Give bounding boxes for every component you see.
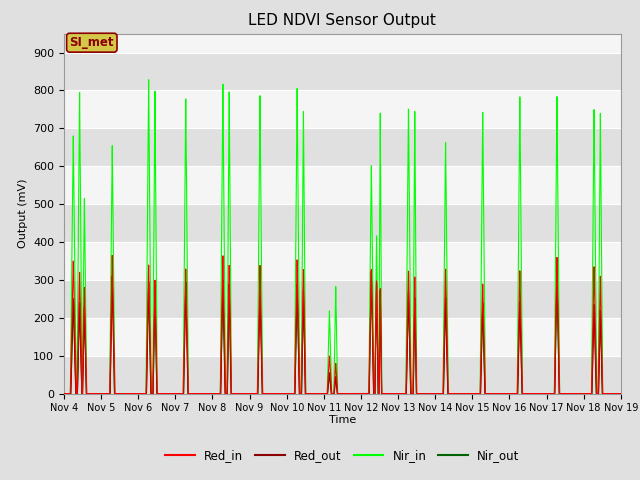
Text: SI_met: SI_met bbox=[70, 36, 114, 49]
Nir_out bbox=[617, 391, 625, 396]
Line: Red_out: Red_out bbox=[64, 269, 621, 394]
Red_in bbox=[609, 391, 617, 396]
Nir_out bbox=[310, 391, 318, 396]
Red_out bbox=[609, 391, 617, 396]
Nir_out bbox=[559, 391, 567, 396]
Red_out bbox=[310, 391, 318, 396]
Red_out bbox=[617, 391, 625, 396]
Line: Nir_out: Nir_out bbox=[64, 269, 621, 394]
Nir_in bbox=[60, 391, 68, 396]
Bar bbox=[64, 204, 621, 242]
Title: LED NDVI Sensor Output: LED NDVI Sensor Output bbox=[248, 13, 436, 28]
Nir_in bbox=[544, 391, 552, 396]
Red_out bbox=[553, 266, 561, 272]
Line: Red_in: Red_in bbox=[64, 255, 621, 394]
Nir_out bbox=[609, 391, 617, 396]
Nir_in bbox=[617, 391, 625, 396]
Nir_out bbox=[544, 391, 552, 396]
Bar bbox=[64, 52, 621, 90]
Bar bbox=[64, 280, 621, 318]
Nir_out bbox=[60, 391, 68, 396]
Red_in bbox=[415, 391, 423, 396]
Red_in bbox=[310, 391, 318, 396]
Legend: Red_in, Red_out, Nir_in, Nir_out: Red_in, Red_out, Nir_in, Nir_out bbox=[161, 444, 524, 467]
Red_in bbox=[108, 252, 116, 258]
Red_out bbox=[415, 391, 423, 396]
Red_out bbox=[544, 391, 552, 396]
Red_out bbox=[559, 391, 567, 396]
Red_in bbox=[544, 391, 552, 396]
Nir_out bbox=[616, 391, 623, 396]
Nir_out bbox=[553, 266, 561, 272]
Bar bbox=[64, 128, 621, 166]
Nir_in bbox=[609, 391, 617, 396]
Nir_in bbox=[559, 391, 567, 396]
Nir_in bbox=[145, 77, 152, 83]
Red_out bbox=[616, 391, 623, 396]
Red_in bbox=[616, 391, 623, 396]
Y-axis label: Output (mV): Output (mV) bbox=[17, 179, 28, 248]
Nir_out bbox=[415, 391, 423, 396]
Red_in bbox=[559, 391, 567, 396]
Red_in bbox=[60, 391, 68, 396]
Bar bbox=[64, 356, 621, 394]
Red_out bbox=[60, 391, 68, 396]
Line: Nir_in: Nir_in bbox=[64, 80, 621, 394]
X-axis label: Time: Time bbox=[329, 415, 356, 425]
Nir_in bbox=[310, 391, 318, 396]
Red_in bbox=[617, 391, 625, 396]
Nir_in bbox=[415, 391, 423, 396]
Nir_in bbox=[616, 391, 623, 396]
